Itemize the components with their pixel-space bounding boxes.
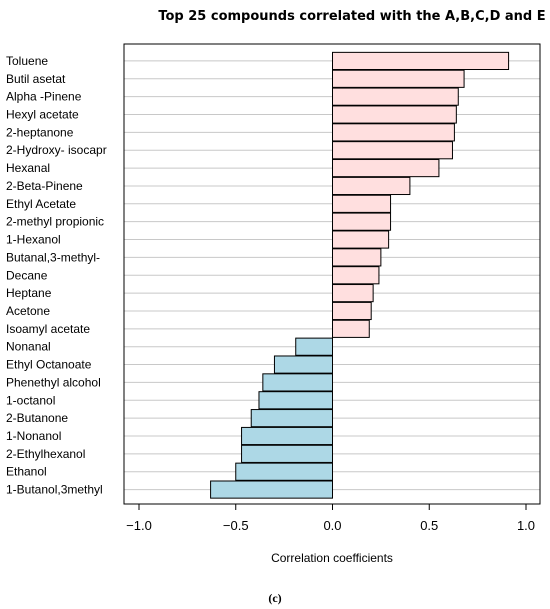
bar	[258, 391, 333, 410]
bar	[332, 230, 390, 249]
x-tick-label: −0.5	[223, 518, 249, 533]
category-label: Nonanal	[6, 340, 51, 354]
category-label: Toluene	[6, 54, 48, 68]
panel-caption: (c)	[268, 591, 281, 605]
bar	[295, 337, 333, 356]
bar	[332, 301, 372, 321]
category-label: Butanal,3-methyl-	[6, 250, 100, 264]
bar	[332, 51, 510, 71]
category-label: Ethanol	[6, 465, 47, 479]
bar	[332, 319, 370, 338]
category-label: Ethyl Octanoate	[6, 358, 92, 372]
category-label: Isoamyl acetate	[6, 322, 90, 336]
x-tick-label: −1.0	[126, 518, 152, 533]
category-label: 1-Hexanol	[6, 233, 61, 247]
bar	[332, 159, 440, 178]
bar	[332, 123, 455, 142]
bar	[332, 69, 465, 88]
chart-title: Top 25 compounds correlated with the A,B…	[158, 9, 545, 24]
category-label: 1-octanol	[6, 393, 55, 407]
x-axis-title: Correlation coefficients	[271, 551, 393, 565]
bar	[235, 462, 333, 481]
bar	[332, 105, 457, 124]
x-tick-label: 1.0	[517, 518, 535, 533]
bar	[241, 426, 333, 446]
category-label: Butil asetat	[6, 72, 66, 86]
x-tick-label: 0.5	[420, 518, 438, 533]
bar	[262, 373, 333, 392]
category-labels: Toluene Butil asetat Alpha -Pinene Hexyl ac…	[6, 54, 107, 497]
category-label: 1-Butanol,3methyl	[6, 483, 103, 497]
bar	[332, 194, 392, 213]
category-label: 1-Nonanol	[6, 429, 61, 443]
x-axis-ticks: −1.0 −0.5 0.0 0.5 1.0	[126, 504, 535, 533]
category-label: 2-heptanone	[6, 125, 74, 139]
bar	[332, 284, 374, 303]
category-label: Hexanal	[6, 161, 50, 175]
category-label: 2-Beta-Pinene	[6, 179, 83, 193]
category-label: Acetone	[6, 304, 50, 318]
category-label: 2-Hydroxy- isocapr	[6, 143, 107, 157]
category-label: 2-Butanone	[6, 411, 68, 425]
bars	[210, 51, 510, 499]
bar	[332, 212, 392, 231]
x-tick-label: 0.0	[323, 518, 341, 533]
bar	[332, 248, 382, 267]
category-label: Decane	[6, 268, 48, 282]
bar	[332, 87, 459, 106]
category-label: 2-methyl propionic	[6, 215, 104, 229]
category-label: 2-Ethylhexanol	[6, 447, 85, 461]
bar	[250, 409, 333, 428]
category-label: Ethyl Acetate	[6, 197, 76, 211]
bar	[332, 176, 411, 196]
bar	[241, 444, 333, 463]
category-label: Heptane	[6, 286, 52, 300]
bar	[210, 480, 333, 499]
category-label: Hexyl acetate	[6, 108, 79, 122]
bar	[273, 355, 334, 374]
category-label: Phenethyl alcohol	[6, 375, 101, 389]
category-label: Alpha -Pinene	[6, 90, 82, 104]
bar	[332, 266, 380, 285]
bar	[332, 141, 453, 160]
